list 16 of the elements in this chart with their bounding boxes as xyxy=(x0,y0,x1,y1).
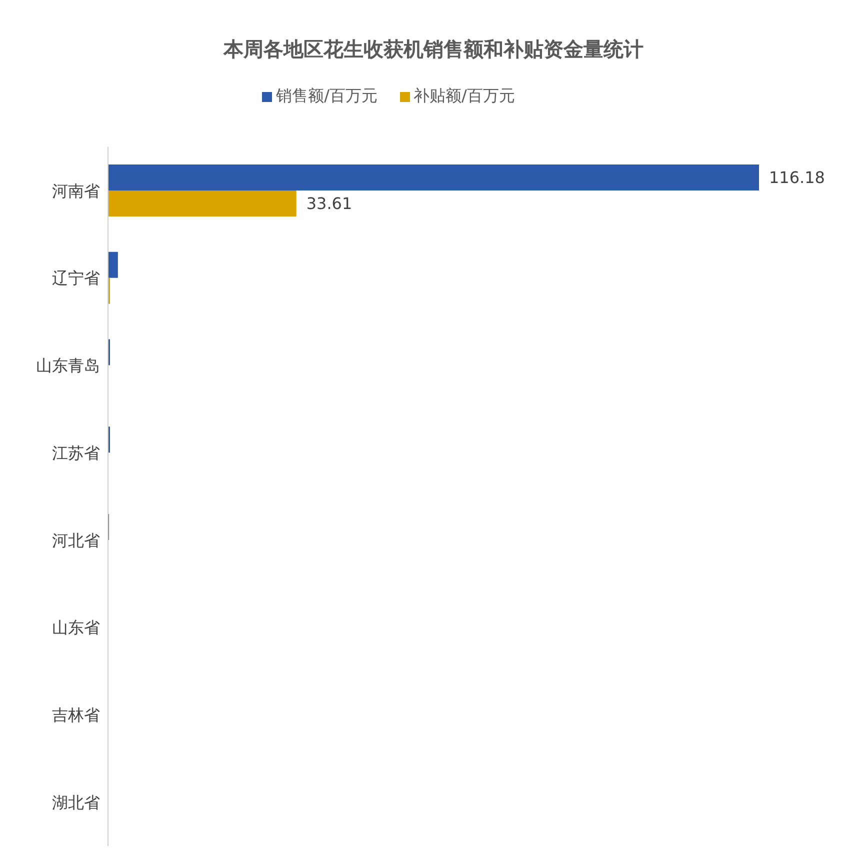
y-tick-label: 河南省 xyxy=(52,181,100,200)
y-tick-label: 湖北省 xyxy=(52,792,100,812)
y-tick-label: 山东青岛 xyxy=(36,356,100,376)
bar xyxy=(108,164,759,190)
y-tick-label: 吉林省 xyxy=(52,706,100,725)
legend-label: 补贴额/百万元 xyxy=(414,86,515,107)
y-tick-label: 河北省 xyxy=(52,530,100,550)
chart-title: 本周各地区花生收获机销售额和补贴资金量统计 xyxy=(222,36,644,63)
y-tick-label: 山东省 xyxy=(52,618,100,638)
y-tick-label: 江苏省 xyxy=(52,443,100,462)
legend-label: 销售额/百万元 xyxy=(276,86,378,107)
bar xyxy=(108,190,296,216)
y-tick-label: 辽宁省 xyxy=(52,268,100,288)
bar xyxy=(108,252,118,278)
data-label: 33.61 xyxy=(306,194,352,213)
data-label: 116.18 xyxy=(769,168,825,187)
